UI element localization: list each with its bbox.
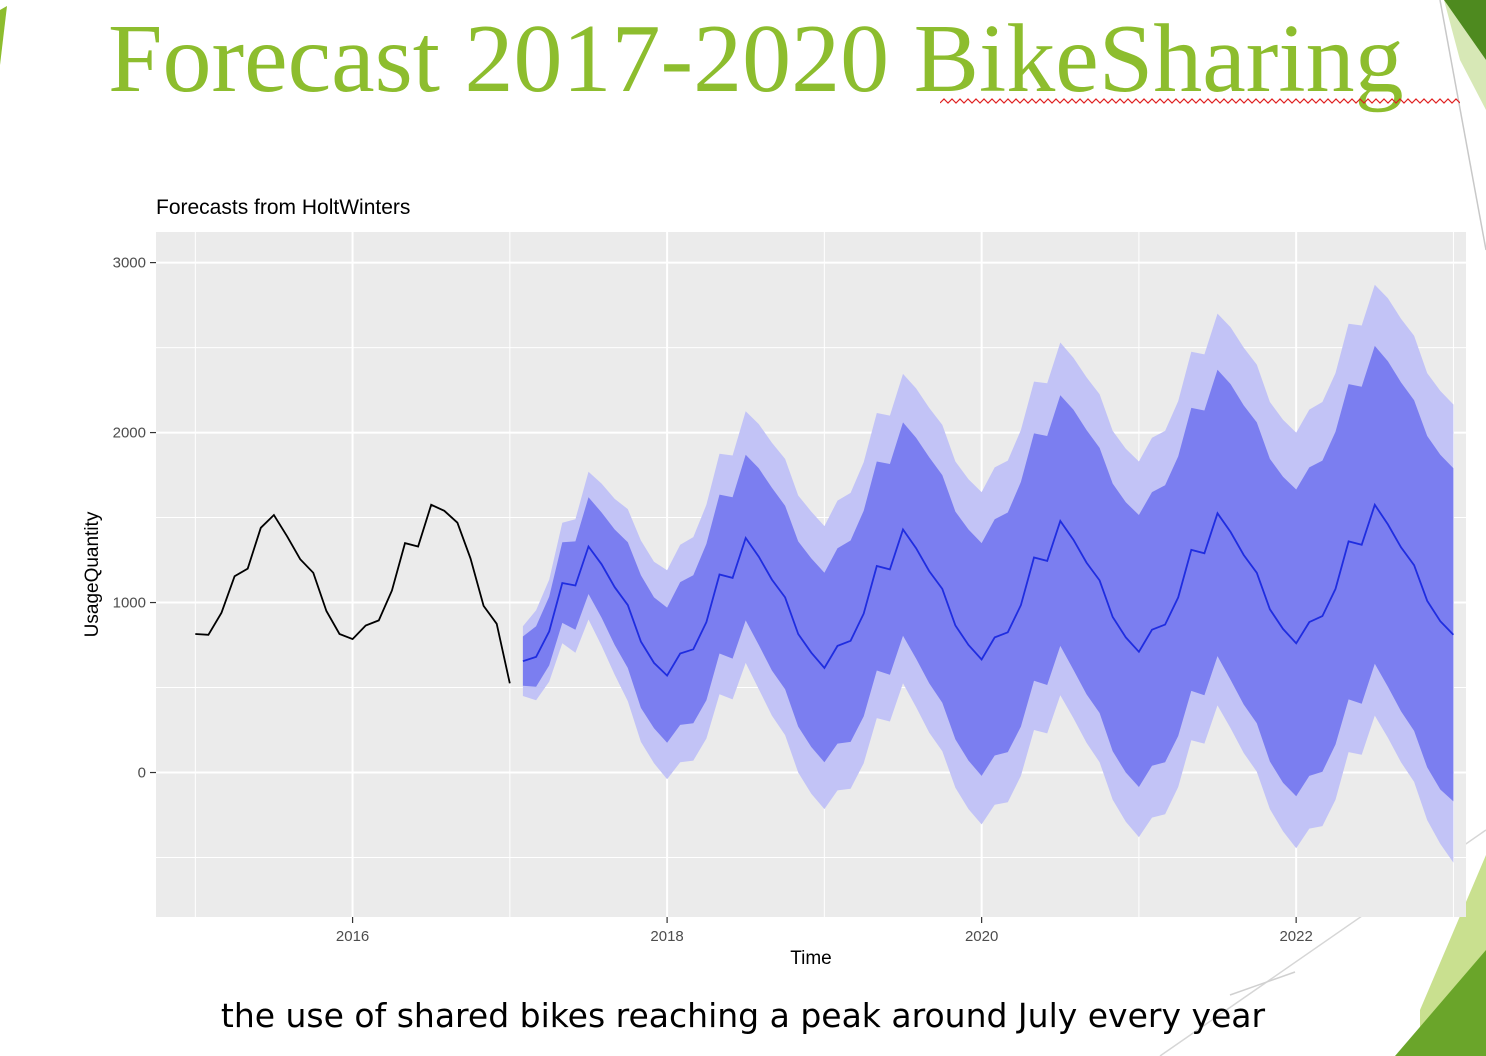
x-tick-label: 2018 [650,928,683,945]
y-tick-label: 1000 [113,595,146,612]
x-axis: 2016 2018 2020 2022 [336,917,1313,945]
x-tick-label: 2020 [965,928,998,945]
left-accent-sliver [0,6,7,65]
bottom-right-green-triangle [1395,950,1486,1056]
forecast-mean-line [522,502,1455,678]
bottom-decor-line [1229,971,1296,996]
right-decor-line-1 [1439,0,1486,251]
slide-caption: the use of shared bikes reaching a peak … [220,996,1266,1035]
y-axis-label: UsageQuantity [82,511,103,637]
top-right-shadow-triangle [1444,0,1486,110]
top-right-green-triangle [1444,0,1486,60]
history-series-line [195,503,511,684]
y-tick-label: 2000 [113,425,146,442]
slide-title: Forecast 2017-2020 BikeSharing [108,5,1404,113]
x-tick-label: 2016 [336,928,369,945]
y-tick-label: 0 [138,765,146,782]
y-tick-label: 3000 [113,255,146,272]
band-80-confidence [522,345,1454,802]
y-axis: 0 1000 2000 3000 [113,255,156,782]
spellcheck-underline [940,98,1460,104]
chart-title: Forecasts from HoltWinters [156,196,411,219]
x-tick-label: 2022 [1279,928,1312,945]
x-axis-label: Time [790,948,832,969]
